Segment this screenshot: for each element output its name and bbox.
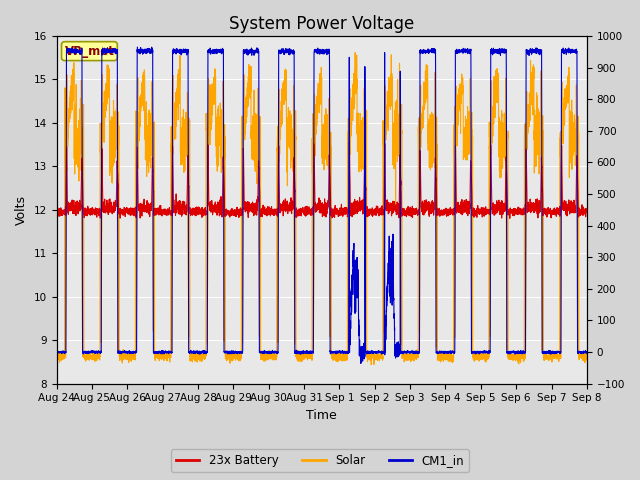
CM1_in [148,46,156,52]
Line: CM1_in: CM1_in [56,47,587,363]
Solar [148,141,156,146]
CM1_in [412,348,419,354]
CM1_in [583,350,591,356]
23x Battery [506,216,514,221]
23x Battery [302,213,310,219]
CM1_in [134,44,141,50]
Title: System Power Voltage: System Power Voltage [229,15,414,33]
Solar [471,349,479,355]
Solar [412,352,419,358]
23x Battery [52,209,60,215]
Solar [583,356,591,362]
23x Battery [440,209,448,215]
Line: 23x Battery: 23x Battery [56,142,587,218]
23x Battery [346,139,353,145]
23x Battery [582,209,590,215]
Text: VR_met: VR_met [65,45,115,58]
CM1_in [471,348,479,354]
23x Battery [470,209,478,215]
CM1_in [52,349,60,355]
CM1_in [302,350,310,356]
Y-axis label: Volts: Volts [15,195,28,225]
CM1_in [582,350,590,356]
23x Battery [412,205,419,211]
Solar [302,355,310,361]
Solar [441,355,449,361]
Line: Solar: Solar [56,53,587,365]
Solar [52,352,60,358]
23x Battery [148,192,156,197]
Solar [351,50,359,56]
CM1_in [357,360,365,366]
Solar [582,352,590,358]
Legend: 23x Battery, Solar, CM1_in: 23x Battery, Solar, CM1_in [171,449,469,472]
23x Battery [583,208,591,214]
Solar [367,362,375,368]
X-axis label: Time: Time [307,409,337,422]
CM1_in [441,350,449,356]
